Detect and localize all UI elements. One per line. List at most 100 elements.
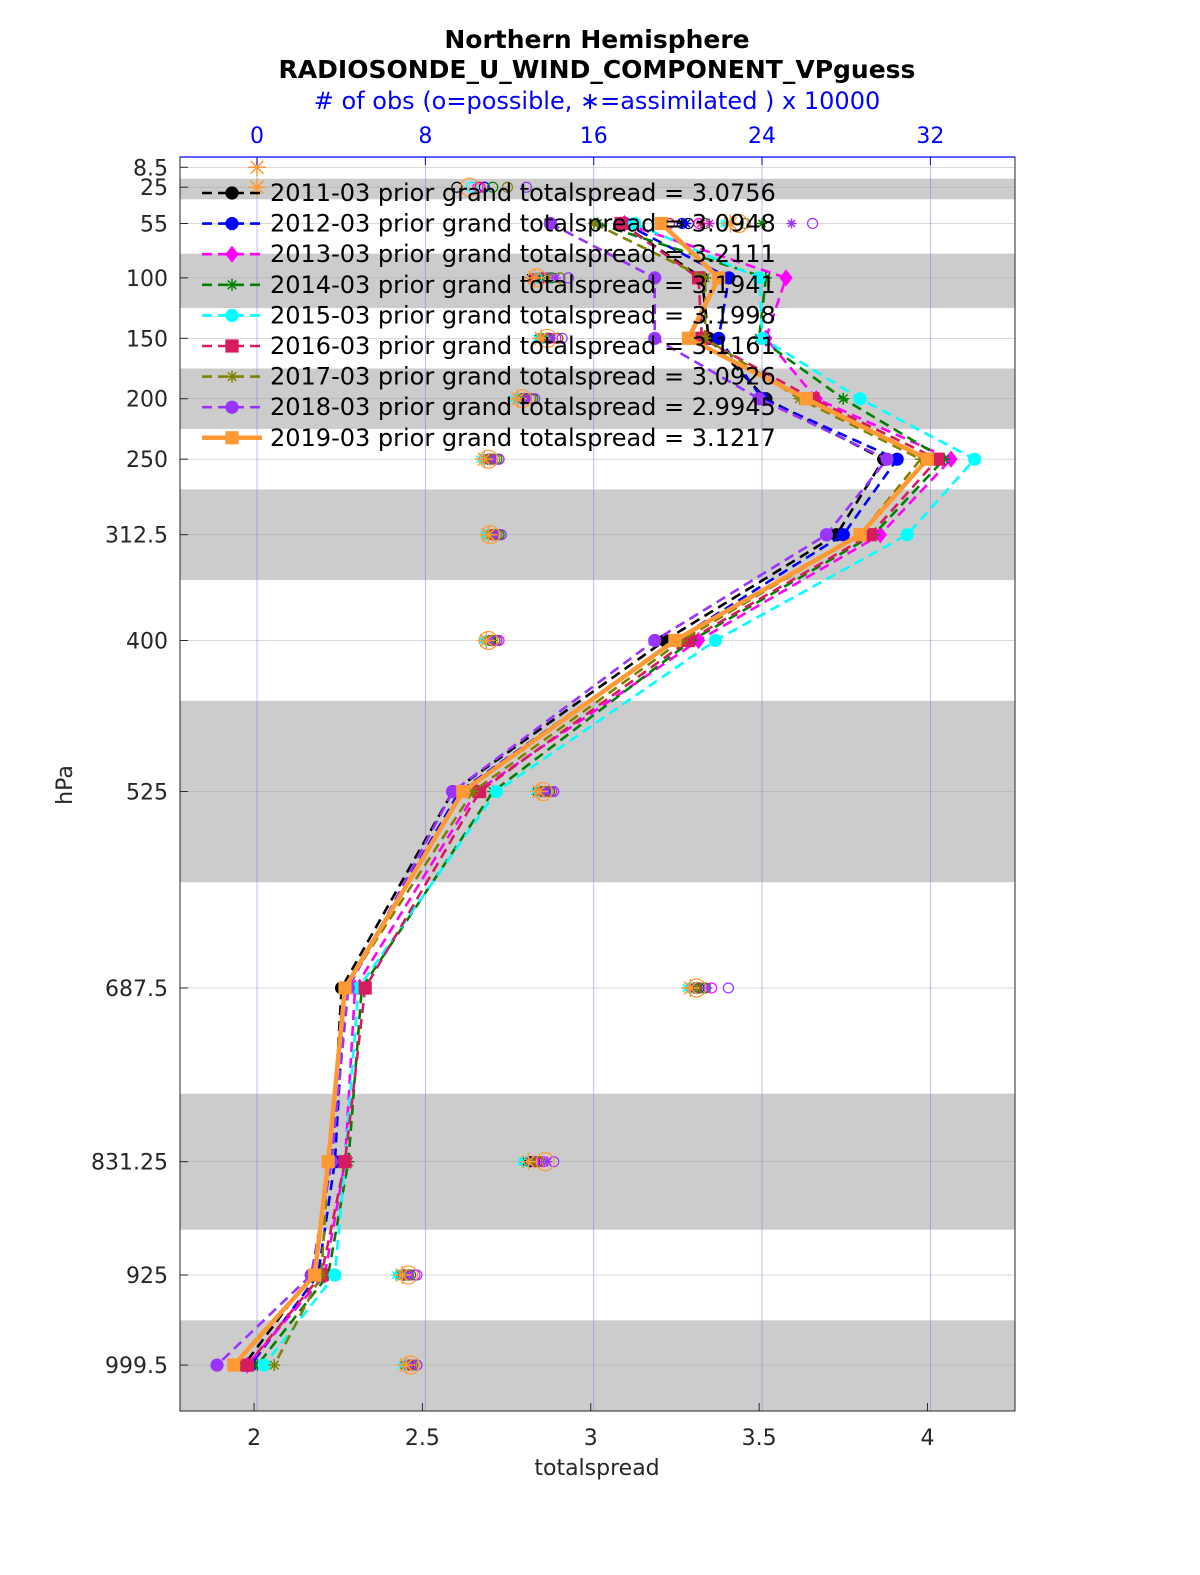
- star-stroke: [227, 280, 237, 290]
- assimilated-obs-marker: [519, 1152, 538, 1171]
- legend-label: 2011-03 prior grand totalspread = 3.0756: [270, 179, 776, 207]
- star-stroke: [589, 218, 599, 229]
- possible-obs-marker: [520, 181, 532, 193]
- x-tick-label: 2.5: [405, 1426, 440, 1451]
- assimilated-obs-marker: [550, 272, 561, 283]
- series-point: [614, 216, 628, 231]
- series-point: [588, 217, 601, 230]
- star-stroke: [787, 219, 796, 228]
- chart-subtitle: RADIOSONDE_U_WIND_COMPONENT_VPguess: [279, 55, 916, 84]
- series-point: [712, 271, 726, 285]
- possible-obs-marker: [501, 181, 514, 193]
- star-stroke: [838, 393, 849, 404]
- series-point: [853, 392, 867, 406]
- assimilated-obs-marker: [681, 978, 700, 997]
- assimilated-obs-marker: [757, 218, 768, 229]
- possible-obs-marker: [722, 982, 734, 994]
- assimilated-obs-marker: [393, 1266, 412, 1285]
- star-stroke: [547, 334, 556, 343]
- series-point: [227, 1358, 241, 1372]
- legend-label: 2016-03 prior grand totalspread = 3.1161: [270, 332, 776, 360]
- y-tick-label: 999.5: [105, 1354, 168, 1379]
- assimilated-obs-marker: [477, 631, 496, 650]
- plot-frame: [179, 156, 1016, 1412]
- series-line: [242, 222, 885, 1366]
- series-point: [268, 1359, 281, 1372]
- series-point: [648, 331, 662, 345]
- top-tick-label: 0: [250, 124, 264, 149]
- series-point: [338, 981, 352, 995]
- series-line: [232, 221, 930, 1367]
- x-tick-label: 3: [584, 1426, 598, 1451]
- assimilated-obs-marker: [397, 1356, 416, 1375]
- assimilated-obs-marker: [721, 214, 740, 233]
- shaded-band: [180, 1320, 1015, 1411]
- series-point: [358, 981, 372, 995]
- series-point: [240, 1358, 254, 1372]
- possible-obs-marker: [478, 181, 490, 193]
- top-tick-label: 32: [916, 124, 944, 149]
- series-point: [900, 528, 914, 542]
- legend-marker: [225, 431, 239, 445]
- assimilated-obs-marker: [532, 329, 551, 348]
- possible-obs-marker: [556, 332, 568, 344]
- series-point: [489, 784, 504, 799]
- assimilated-obs-marker: [508, 389, 527, 408]
- series-line: [246, 222, 939, 1366]
- y-tick-label: 200: [126, 388, 168, 413]
- series-point: [328, 1268, 342, 1282]
- star-stroke: [481, 527, 496, 542]
- shaded-band: [180, 253, 1015, 309]
- assimilated-obs-marker: [786, 218, 797, 229]
- assimilated-obs-marker: [702, 982, 713, 993]
- assimilated-obs-marker: [529, 782, 548, 801]
- series-point: [837, 392, 850, 405]
- possible-obs-marker: [459, 177, 480, 197]
- obs-markers: [248, 158, 819, 1375]
- x-tick-label: 4: [920, 1426, 934, 1451]
- top-axis-label: # of obs (o=possible, ∗=assimilated ) x …: [314, 87, 880, 115]
- series-point: [648, 271, 662, 285]
- legend-marker: [225, 217, 239, 231]
- legend-marker: [225, 245, 239, 263]
- series-point: [967, 452, 982, 466]
- legend-label: 2019-03 prior grand totalspread = 3.1217: [270, 424, 776, 452]
- star-stroke: [705, 219, 714, 228]
- star-stroke: [227, 371, 237, 382]
- star-stroke: [532, 784, 546, 799]
- star-stroke: [543, 1157, 552, 1166]
- star-stroke: [757, 219, 767, 228]
- y-tick-label: 525: [126, 781, 168, 806]
- y-tick-label: 925: [126, 1264, 168, 1289]
- star-stroke: [723, 216, 738, 231]
- legend-label: 2012-03 prior grand totalspread = 3.0948: [270, 210, 776, 238]
- series-point: [799, 392, 813, 406]
- top-ticks: 0 8 16 24 32: [250, 124, 944, 165]
- series-point: [699, 332, 712, 345]
- possible-obs-marker: [474, 181, 486, 193]
- star-stroke: [683, 981, 698, 995]
- y-tick-label: 25: [140, 176, 168, 201]
- star-stroke: [250, 160, 264, 175]
- top-tick-label: 24: [748, 124, 776, 149]
- chart-title: Northern Hemisphere: [444, 25, 749, 54]
- series-point: [712, 331, 726, 345]
- legend: 2011-03 prior grand totalspread = 3.0756…: [202, 179, 776, 452]
- shaded-band: [180, 178, 1015, 200]
- legend-marker: [225, 339, 239, 353]
- series-line: [216, 222, 889, 1367]
- series-line: [249, 222, 899, 1366]
- y-tick-label: 8.5: [133, 156, 168, 181]
- legend-marker: [225, 308, 239, 322]
- star-stroke: [477, 452, 492, 467]
- legend-label: 2017-03 prior grand totalspread = 3.0926: [270, 363, 776, 391]
- series-point: [210, 1358, 224, 1372]
- series-point: [668, 633, 682, 648]
- grid-lines: [180, 157, 1015, 1411]
- possible-obs-marker: [451, 181, 463, 193]
- star-stroke: [399, 1358, 414, 1372]
- legend-label: 2018-03 prior grand totalspread = 2.9945: [270, 393, 776, 421]
- star-stroke: [511, 391, 525, 406]
- series-point: [681, 331, 696, 345]
